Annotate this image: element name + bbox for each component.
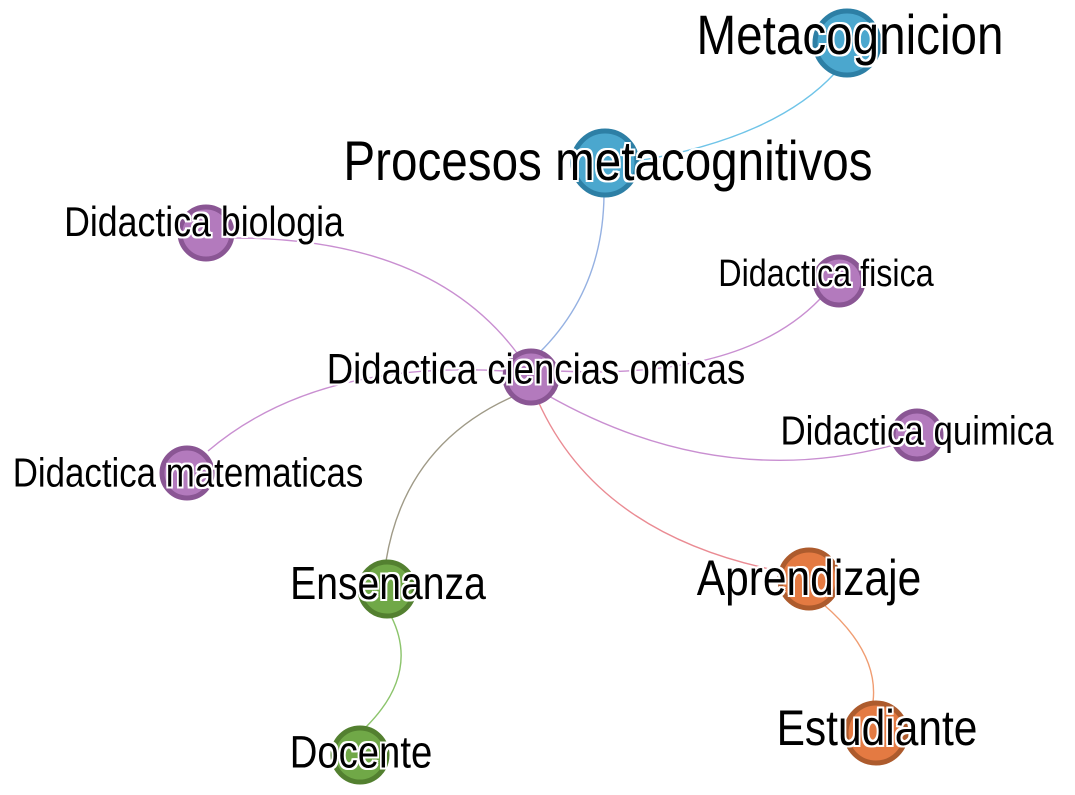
node-metacognicion[interactable] (812, 8, 882, 78)
nodes-layer (159, 8, 944, 785)
node-estudiante[interactable] (843, 700, 909, 766)
edge-aprendizaje-estudiante (822, 603, 875, 703)
label-didactica-biologia[interactable]: Didactica biologia (64, 198, 344, 245)
label-ensenanza[interactable]: Ensenanza (290, 557, 486, 609)
edge-ciencias-omicas-quimica (546, 394, 895, 461)
edge-procesos-ciencias-omicas (538, 194, 605, 354)
edge-ciencias-omicas-ensenanza (385, 396, 513, 562)
node-didactica-biologia[interactable] (177, 204, 235, 262)
edge-ciencias-omicas-fisica (556, 298, 821, 373)
label-didactica-ciencias-omicas[interactable]: Didactica ciencias omicas (326, 345, 746, 394)
node-didactica-quimica[interactable] (890, 408, 944, 462)
label-docente[interactable]: Docente (289, 726, 433, 778)
label-didactica-quimica[interactable]: Didactica quimica (780, 407, 1054, 454)
edge-ciencias-omicas-biologia (230, 237, 518, 354)
label-estudiante[interactable]: Estudiante (776, 700, 978, 756)
label-aprendizaje[interactable]: Aprendizaje (696, 550, 922, 606)
label-didactica-fisica[interactable]: Didactica fisica (718, 253, 934, 295)
label-didactica-matematicas[interactable]: Didactica matematicas (12, 449, 364, 496)
edges-layer (207, 72, 895, 728)
edge-metacognicion-procesos (636, 72, 836, 162)
label-metacognicion[interactable]: Metacognicion (696, 3, 1004, 66)
node-didactica-ciencias-omicas[interactable] (502, 348, 560, 406)
node-ensenanza[interactable] (357, 559, 417, 619)
edge-ensenanza-docente (365, 615, 402, 728)
node-didactica-matematicas[interactable] (159, 445, 215, 501)
node-procesos-metacognitivos[interactable] (570, 128, 640, 198)
node-aprendizaje[interactable] (777, 547, 841, 611)
label-procesos-metacognitivos[interactable]: Procesos metacognitivos (343, 129, 873, 192)
node-didactica-fisica[interactable] (812, 254, 866, 308)
node-docente[interactable] (330, 725, 390, 785)
edge-ciencias-omicas-aprendizaje (537, 400, 780, 572)
edge-ciencias-omicas-matematicas (207, 369, 506, 452)
